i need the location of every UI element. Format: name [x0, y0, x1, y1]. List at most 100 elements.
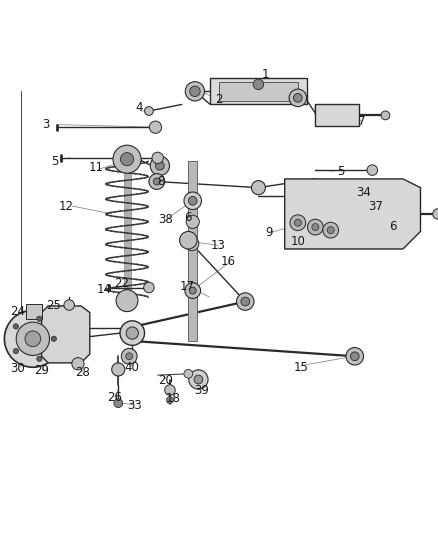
Circle shape — [149, 174, 165, 189]
Circle shape — [121, 349, 137, 364]
Circle shape — [433, 209, 438, 219]
Circle shape — [51, 336, 57, 342]
Circle shape — [72, 358, 84, 370]
Bar — [188, 161, 197, 341]
Circle shape — [166, 397, 173, 403]
Circle shape — [144, 282, 154, 293]
Circle shape — [289, 89, 307, 107]
Text: 1: 1 — [261, 68, 269, 81]
Circle shape — [37, 356, 42, 361]
Text: 18: 18 — [166, 392, 181, 405]
Polygon shape — [285, 179, 420, 249]
Circle shape — [25, 331, 41, 346]
Circle shape — [126, 353, 133, 360]
Text: 8: 8 — [158, 175, 165, 188]
Circle shape — [312, 223, 319, 231]
Polygon shape — [219, 82, 298, 101]
Circle shape — [37, 316, 42, 321]
Text: 37: 37 — [368, 199, 383, 213]
Text: 3: 3 — [42, 118, 49, 131]
Text: 33: 33 — [127, 399, 142, 413]
Text: 34: 34 — [356, 187, 371, 199]
Circle shape — [307, 219, 323, 235]
Circle shape — [185, 237, 199, 251]
Circle shape — [126, 327, 138, 339]
Text: 2: 2 — [215, 93, 223, 106]
Circle shape — [189, 287, 196, 294]
Text: 22: 22 — [114, 277, 129, 289]
Circle shape — [4, 310, 61, 367]
Circle shape — [350, 352, 359, 361]
Circle shape — [150, 156, 170, 175]
Text: 11: 11 — [89, 161, 104, 174]
Circle shape — [152, 152, 163, 164]
Text: 40: 40 — [124, 361, 139, 374]
Circle shape — [190, 86, 200, 96]
Circle shape — [251, 181, 265, 195]
Circle shape — [327, 227, 334, 233]
Text: 15: 15 — [294, 361, 309, 374]
Circle shape — [112, 363, 125, 376]
Circle shape — [293, 93, 302, 102]
Circle shape — [290, 215, 306, 231]
Text: 6: 6 — [184, 211, 192, 224]
Circle shape — [113, 145, 141, 173]
Circle shape — [186, 215, 199, 229]
Circle shape — [294, 219, 301, 226]
Circle shape — [381, 111, 390, 120]
Circle shape — [253, 79, 264, 90]
Polygon shape — [315, 104, 359, 126]
Circle shape — [241, 297, 250, 306]
Circle shape — [155, 161, 164, 170]
Text: 6: 6 — [389, 220, 397, 233]
Circle shape — [323, 222, 339, 238]
Circle shape — [367, 165, 378, 175]
Text: 14: 14 — [97, 283, 112, 296]
Text: 24: 24 — [10, 305, 25, 318]
Text: 5: 5 — [337, 165, 344, 177]
Text: 29: 29 — [34, 364, 49, 377]
Text: 4: 4 — [135, 101, 143, 115]
Circle shape — [180, 231, 197, 249]
Circle shape — [13, 324, 18, 329]
Circle shape — [116, 290, 138, 312]
Circle shape — [185, 82, 205, 101]
Text: 16: 16 — [221, 255, 236, 268]
Circle shape — [64, 300, 74, 310]
Text: 5: 5 — [52, 155, 59, 168]
Circle shape — [120, 152, 134, 166]
Text: 20: 20 — [158, 374, 173, 387]
Circle shape — [184, 192, 201, 209]
Circle shape — [13, 349, 18, 354]
Circle shape — [149, 121, 162, 133]
Text: 38: 38 — [158, 213, 173, 225]
Circle shape — [237, 293, 254, 310]
Circle shape — [346, 348, 364, 365]
Circle shape — [16, 322, 49, 356]
Text: 39: 39 — [194, 384, 209, 397]
Circle shape — [114, 399, 123, 408]
Text: 25: 25 — [46, 298, 61, 312]
Text: 28: 28 — [75, 366, 90, 379]
Bar — [124, 161, 131, 297]
Text: 30: 30 — [10, 361, 25, 375]
Polygon shape — [210, 78, 307, 104]
Circle shape — [185, 282, 201, 298]
Circle shape — [153, 178, 160, 185]
Circle shape — [184, 369, 193, 378]
Polygon shape — [26, 304, 42, 319]
Text: 13: 13 — [211, 239, 226, 252]
Circle shape — [120, 321, 145, 345]
Circle shape — [145, 107, 153, 115]
Polygon shape — [42, 306, 90, 363]
Text: 26: 26 — [107, 391, 122, 405]
Circle shape — [165, 385, 175, 395]
Circle shape — [189, 370, 208, 389]
Circle shape — [194, 375, 203, 384]
Circle shape — [188, 197, 197, 205]
Text: 10: 10 — [290, 235, 305, 248]
Text: 9: 9 — [265, 226, 273, 239]
Text: 17: 17 — [180, 280, 195, 293]
Text: 7: 7 — [357, 115, 365, 127]
Text: 12: 12 — [58, 199, 73, 213]
